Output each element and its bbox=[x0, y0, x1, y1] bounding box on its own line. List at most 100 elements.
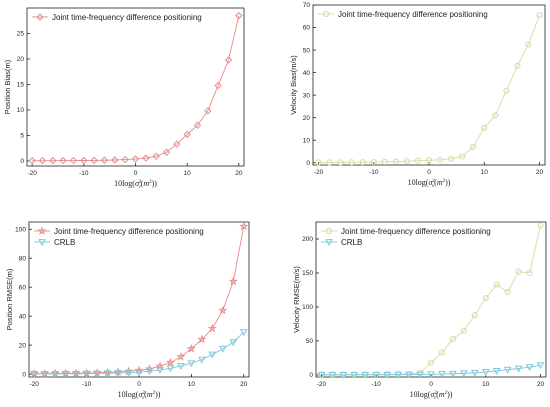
series-1 bbox=[315, 12, 543, 166]
x-tick-label: -20 bbox=[27, 170, 37, 177]
data-point bbox=[492, 112, 499, 119]
data-point bbox=[405, 371, 413, 379]
legend-marker bbox=[322, 10, 330, 18]
data-point bbox=[536, 362, 545, 370]
x-tick-label: 20 bbox=[537, 381, 545, 388]
data-point bbox=[156, 367, 164, 375]
data-point bbox=[166, 365, 175, 373]
x-tick-label: -10 bbox=[82, 381, 92, 388]
data-point bbox=[239, 329, 248, 337]
y-tick-label: 0 bbox=[20, 158, 24, 165]
data-point bbox=[30, 371, 39, 378]
plot-frame bbox=[312, 4, 546, 166]
legend-marker bbox=[325, 239, 333, 247]
data-point bbox=[471, 312, 478, 319]
data-point bbox=[359, 159, 366, 166]
series-2 bbox=[317, 362, 545, 379]
x-tick-label: 10 bbox=[184, 170, 192, 177]
data-point bbox=[370, 158, 377, 166]
data-point bbox=[142, 154, 150, 162]
data-point bbox=[470, 369, 479, 377]
legend-label: CRLB bbox=[54, 238, 75, 247]
x-tick-label: 0 bbox=[137, 381, 141, 388]
data-point bbox=[51, 370, 60, 378]
data-point bbox=[504, 288, 511, 296]
legend: Joint time-frequency difference position… bbox=[34, 226, 204, 247]
data-point bbox=[61, 370, 70, 378]
data-point bbox=[372, 371, 381, 379]
y-axis-label: Position Bias(m) bbox=[3, 59, 12, 114]
data-point bbox=[173, 140, 181, 148]
data-point bbox=[328, 371, 337, 379]
legend: Joint time-frequency difference position… bbox=[318, 10, 488, 19]
x-tick-label: 20 bbox=[240, 381, 248, 388]
y-tick-label: 20 bbox=[303, 115, 311, 122]
data-point bbox=[526, 269, 533, 277]
data-point bbox=[337, 159, 344, 166]
series-line bbox=[34, 226, 245, 375]
data-point bbox=[214, 81, 222, 90]
data-point bbox=[207, 323, 217, 333]
data-point bbox=[394, 371, 402, 379]
data-point bbox=[162, 148, 171, 156]
y-tick-label: 80 bbox=[19, 255, 27, 262]
x-tick-label: 0 bbox=[134, 170, 138, 177]
data-point bbox=[177, 363, 185, 371]
plot-frame bbox=[26, 7, 245, 167]
data-point bbox=[111, 156, 119, 164]
data-point bbox=[514, 365, 523, 373]
y-tick-label: 150 bbox=[302, 270, 313, 277]
data-point bbox=[403, 158, 411, 165]
data-point bbox=[503, 366, 512, 374]
data-point bbox=[392, 158, 399, 165]
y-tick-label: 30 bbox=[303, 92, 311, 99]
data-point bbox=[229, 339, 238, 347]
data-point bbox=[525, 41, 532, 48]
data-point bbox=[427, 359, 435, 366]
data-point bbox=[315, 159, 322, 166]
data-point bbox=[49, 156, 57, 165]
legend-marker bbox=[36, 13, 44, 21]
series-line bbox=[321, 364, 541, 376]
data-point bbox=[93, 370, 101, 378]
data-point bbox=[381, 158, 388, 165]
x-tick-label: 0 bbox=[427, 169, 431, 176]
data-point bbox=[100, 156, 109, 164]
x-tick-label: -20 bbox=[314, 169, 324, 176]
data-point bbox=[460, 327, 467, 334]
data-point bbox=[198, 356, 206, 364]
data-point bbox=[525, 364, 534, 372]
x-tick-label: -20 bbox=[317, 381, 327, 388]
data-point bbox=[348, 159, 355, 166]
data-point bbox=[470, 143, 477, 151]
data-point bbox=[481, 124, 488, 131]
x-tick-label: -10 bbox=[79, 170, 89, 177]
chart-panel-2: -20 -10 0 10 20 0 10 20 30 40 50 60 70 Velocity Bias(… bbox=[289, 2, 546, 189]
data-point bbox=[69, 156, 78, 165]
data-point bbox=[459, 153, 466, 160]
data-point bbox=[228, 276, 238, 286]
y-tick-label: 40 bbox=[303, 70, 311, 77]
data-point bbox=[183, 130, 191, 139]
data-point bbox=[493, 281, 500, 288]
series-2 bbox=[30, 329, 248, 378]
data-point bbox=[515, 268, 522, 275]
data-point bbox=[438, 371, 446, 379]
y-tick-label: 0 bbox=[306, 160, 310, 167]
data-point bbox=[38, 156, 47, 165]
data-point bbox=[436, 156, 444, 163]
legend-label: Joint time-frequency difference position… bbox=[52, 13, 202, 22]
y-tick-label: 5 bbox=[20, 133, 24, 140]
data-point bbox=[449, 335, 457, 343]
y-tick-label: 60 bbox=[19, 284, 27, 291]
x-tick-label: -10 bbox=[372, 381, 382, 388]
y-axis-label: Position RMSE(m) bbox=[5, 268, 14, 330]
x-tick-label: 20 bbox=[235, 170, 243, 177]
legend-label: Joint time-frequency difference position… bbox=[54, 227, 204, 236]
data-point bbox=[383, 371, 392, 379]
data-point bbox=[449, 370, 457, 378]
x-tick-label: 20 bbox=[536, 169, 544, 176]
data-point bbox=[124, 369, 133, 377]
legend-marker bbox=[38, 239, 46, 247]
